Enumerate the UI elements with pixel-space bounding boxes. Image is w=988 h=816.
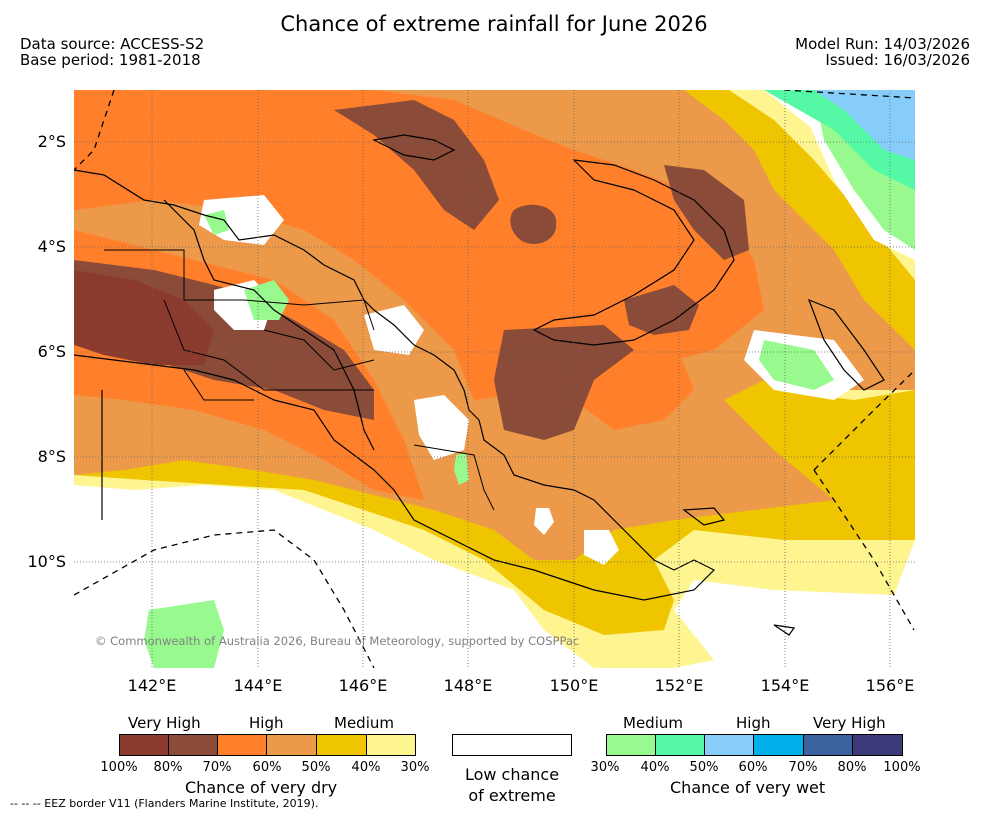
lon-label: 142°E — [127, 676, 177, 695]
lon-label: 146°E — [338, 676, 388, 695]
map-title: Chance of extreme rainfall for June 2026 — [280, 12, 708, 36]
gridlines — [74, 90, 915, 668]
lon-label: 156°E — [865, 676, 915, 695]
low-chance-pocket — [74, 90, 915, 668]
lat-label: 4°S — [37, 237, 66, 256]
lon-label: 148°E — [443, 676, 493, 695]
low-caption-line: of extreme — [468, 786, 556, 805]
province-borders — [104, 249, 495, 511]
lon-label: 154°E — [760, 676, 810, 695]
rainfall-map — [74, 90, 915, 668]
dry-tick: 60% — [252, 760, 282, 775]
issued-date: Issued: 16/03/2026 — [825, 51, 970, 69]
dry-swatch — [316, 734, 367, 756]
coastlines — [74, 134, 885, 636]
dry-swatch — [119, 734, 169, 756]
dry-80-100-region — [74, 270, 214, 365]
base-period: Base period: 1981-2018 — [20, 51, 201, 69]
wet-swatch — [655, 734, 705, 756]
dry-tick: 80% — [153, 760, 183, 775]
dry-swatch — [366, 734, 416, 756]
wet-swatch — [852, 734, 903, 756]
lat-label: 10°S — [27, 552, 66, 571]
wet-tick: 40% — [640, 760, 670, 775]
lat-label: 6°S — [37, 342, 66, 361]
wet-swatch — [606, 734, 656, 756]
dry-swatch — [217, 734, 267, 756]
copyright-note: © Commonwealth of Australia 2026, Bureau… — [95, 634, 580, 648]
dry-level-label: Very High — [128, 714, 201, 732]
wet-30-40-region — [144, 90, 915, 668]
dry-60-70-region — [74, 90, 764, 500]
dry-tick: 50% — [301, 760, 331, 775]
wet-tick: 100% — [883, 760, 921, 775]
model-run: Model Run: 14/03/2026 — [795, 35, 970, 53]
low-caption-line: Low chance — [464, 765, 560, 784]
lon-label: 152°E — [654, 676, 704, 695]
wet-caption: Chance of very wet — [670, 778, 826, 797]
dry-level-label: High — [249, 714, 284, 732]
dry-tick: 40% — [351, 760, 381, 775]
data-source: Data source: ACCESS-S2 — [20, 35, 205, 53]
wet-swatch — [753, 734, 804, 756]
header-left: Data source: ACCESS-S2 Base period: 1981… — [20, 36, 204, 68]
dry-70-80-region — [74, 100, 749, 440]
wet-tick: 70% — [788, 760, 818, 775]
dry-level-label: Medium — [334, 714, 394, 732]
lon-label: 144°E — [233, 676, 283, 695]
dry-swatch — [266, 734, 317, 756]
lat-label: 2°S — [37, 132, 66, 151]
wet-swatch — [704, 734, 754, 756]
eez-borders — [74, 90, 915, 668]
wet-level-label: Very High — [813, 714, 886, 732]
dry-tick: 70% — [202, 760, 232, 775]
wet-tick: 50% — [689, 760, 719, 775]
low-chance-caption: Low chance of extreme — [442, 764, 582, 806]
wet-tick: 30% — [590, 760, 620, 775]
dry-caption: Chance of very dry — [185, 778, 338, 797]
eez-footnote: -- -- -- EEZ border V11 (Flanders Marine… — [10, 797, 319, 810]
wet-level-label: High — [736, 714, 771, 732]
dry-tick: 100% — [100, 760, 138, 775]
wet-level-label: Medium — [623, 714, 683, 732]
dry-swatch — [168, 734, 218, 756]
lon-label: 150°E — [549, 676, 599, 695]
wet-50-60-region — [814, 90, 915, 160]
wet-swatch — [803, 734, 853, 756]
wet-tick: 60% — [738, 760, 768, 775]
lat-label: 8°S — [37, 447, 66, 466]
header-right: Model Run: 14/03/2026 Issued: 16/03/2026 — [795, 36, 970, 68]
low-chance-swatch — [452, 734, 572, 756]
dry-tick: 30% — [400, 760, 430, 775]
wet-tick: 80% — [837, 760, 867, 775]
map-svg — [74, 90, 915, 668]
